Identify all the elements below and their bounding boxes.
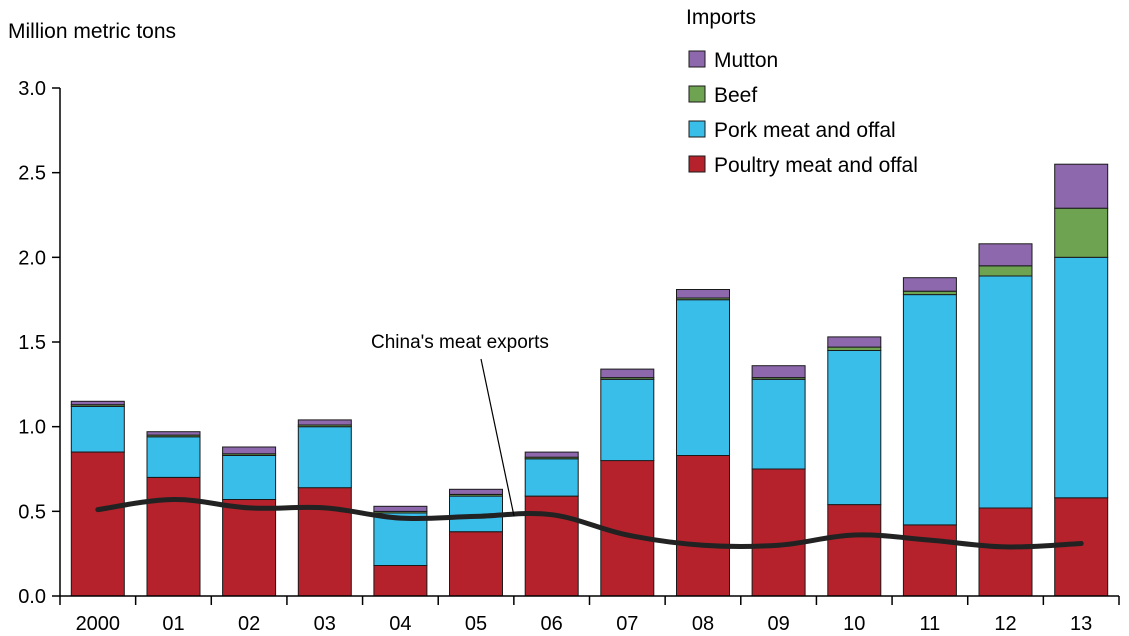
- bar-mutton-04: [373, 505, 428, 512]
- bar-mutton-01: [146, 431, 201, 436]
- bar-beef-13: [1054, 207, 1109, 258]
- x-tick-label: 08: [692, 613, 714, 635]
- bar-beef-11: [902, 290, 957, 296]
- annotation-group: China's meat exports: [371, 332, 549, 517]
- bar-pork-meat-and-offal-03: [297, 426, 352, 489]
- bar-poultry-meat-and-offal-03: [297, 487, 352, 597]
- x-tick-label: 03: [314, 613, 336, 635]
- x-tick-label: 12: [994, 613, 1016, 635]
- bar-pork-meat-and-offal-11: [902, 294, 957, 526]
- y-tick-label: 1.5: [18, 332, 46, 354]
- annotation-leader-line: [480, 358, 515, 517]
- x-tick-label: 09: [767, 613, 789, 635]
- bar-poultry-meat-and-offal-02: [222, 499, 277, 597]
- bar-mutton-11: [902, 277, 957, 292]
- y-tick-label: 0.0: [18, 586, 46, 608]
- bar-beef-10: [827, 346, 882, 352]
- bar-mutton-02: [222, 446, 277, 455]
- y-tick-label: 0.5: [18, 501, 46, 523]
- x-tick-label: 01: [162, 613, 184, 635]
- x-tick-label: 05: [465, 613, 487, 635]
- bar-poultry-meat-and-offal-06: [524, 495, 579, 597]
- bar-poultry-meat-and-offal-04: [373, 565, 428, 597]
- legend-label: Pork meat and offal: [714, 119, 896, 142]
- bar-beef-12: [978, 265, 1033, 277]
- y-tick-label: 2.5: [18, 163, 46, 185]
- exports-line-group: [95, 496, 1084, 550]
- bar-mutton-07: [600, 368, 655, 379]
- bar-mutton-2000: [70, 400, 125, 406]
- x-tick-label: 13: [1070, 613, 1092, 635]
- bar-pork-meat-and-offal-10: [827, 350, 882, 506]
- legend-swatch-pork-meat-and-offal: [688, 120, 706, 138]
- bar-poultry-meat-and-offal-2000: [70, 451, 125, 597]
- bar-poultry-meat-and-offal-12: [978, 507, 1033, 597]
- bar-mutton-08: [676, 289, 730, 299]
- bar-pork-meat-and-offal-13: [1054, 256, 1109, 499]
- annotation-label: China's meat exports: [371, 332, 549, 353]
- bar-mutton-05: [449, 488, 503, 495]
- x-tick-label: 2000: [76, 613, 121, 635]
- bar-poultry-meat-and-offal-08: [676, 455, 730, 597]
- bar-pork-meat-and-offal-07: [600, 378, 655, 462]
- legend-label: Mutton: [714, 49, 778, 72]
- axes: 0.0 0.5 1.0 1.5 2.0 2.5 3.0 2000 01 02 03 04 05 06 07 0…: [18, 78, 1120, 635]
- bar-poultry-meat-and-offal-10: [827, 504, 882, 597]
- bar-pork-meat-and-offal-09: [751, 378, 806, 470]
- legend-title: Imports: [686, 6, 756, 29]
- y-tick-label: 3.0: [18, 78, 46, 100]
- bar-mutton-03: [297, 419, 352, 426]
- y-tick-label: 2.0: [18, 247, 46, 269]
- bar-pork-meat-and-offal-01: [146, 436, 201, 478]
- x-tick-label: 04: [389, 613, 411, 635]
- bar-pork-meat-and-offal-06: [524, 458, 579, 497]
- y-tick-label: 1.0: [18, 417, 46, 439]
- bar-poultry-meat-and-offal-09: [751, 468, 806, 597]
- bar-mutton-06: [524, 451, 579, 458]
- x-tick-label: 06: [541, 613, 563, 635]
- x-tick-label: 11: [920, 613, 941, 635]
- bar-poultry-meat-and-offal-05: [449, 531, 503, 597]
- bar-pork-meat-and-offal-04: [373, 512, 428, 566]
- x-tick-label: 10: [843, 613, 865, 635]
- x-tick-label: 02: [238, 613, 260, 635]
- legend-label: Poultry meat and offal: [714, 154, 918, 177]
- legend-swatch-mutton: [688, 50, 706, 68]
- bar-pork-meat-and-offal-2000: [70, 405, 125, 453]
- bar-mutton-12: [978, 243, 1033, 267]
- bar-poultry-meat-and-offal-11: [902, 524, 957, 597]
- bar-mutton-09: [751, 365, 806, 379]
- legend-swatch-poultry-meat-and-offal: [688, 155, 706, 173]
- bar-pork-meat-and-offal-08: [676, 299, 730, 457]
- x-tick-label: 07: [616, 613, 638, 635]
- legend-swatch-beef: [688, 85, 706, 103]
- bar-mutton-10: [827, 336, 882, 348]
- bar-mutton-13: [1054, 163, 1109, 209]
- legend: Imports Mutton Beef Pork meat and offal Pou…: [686, 6, 918, 177]
- bar-poultry-meat-and-offal-01: [146, 477, 201, 597]
- bars: [70, 163, 1109, 597]
- bar-pork-meat-and-offal-02: [222, 455, 277, 500]
- bar-pork-meat-and-offal-12: [978, 275, 1033, 509]
- legend-label: Beef: [714, 84, 757, 107]
- y-axis-title: Million metric tons: [8, 20, 176, 43]
- exports-line: [95, 496, 1084, 550]
